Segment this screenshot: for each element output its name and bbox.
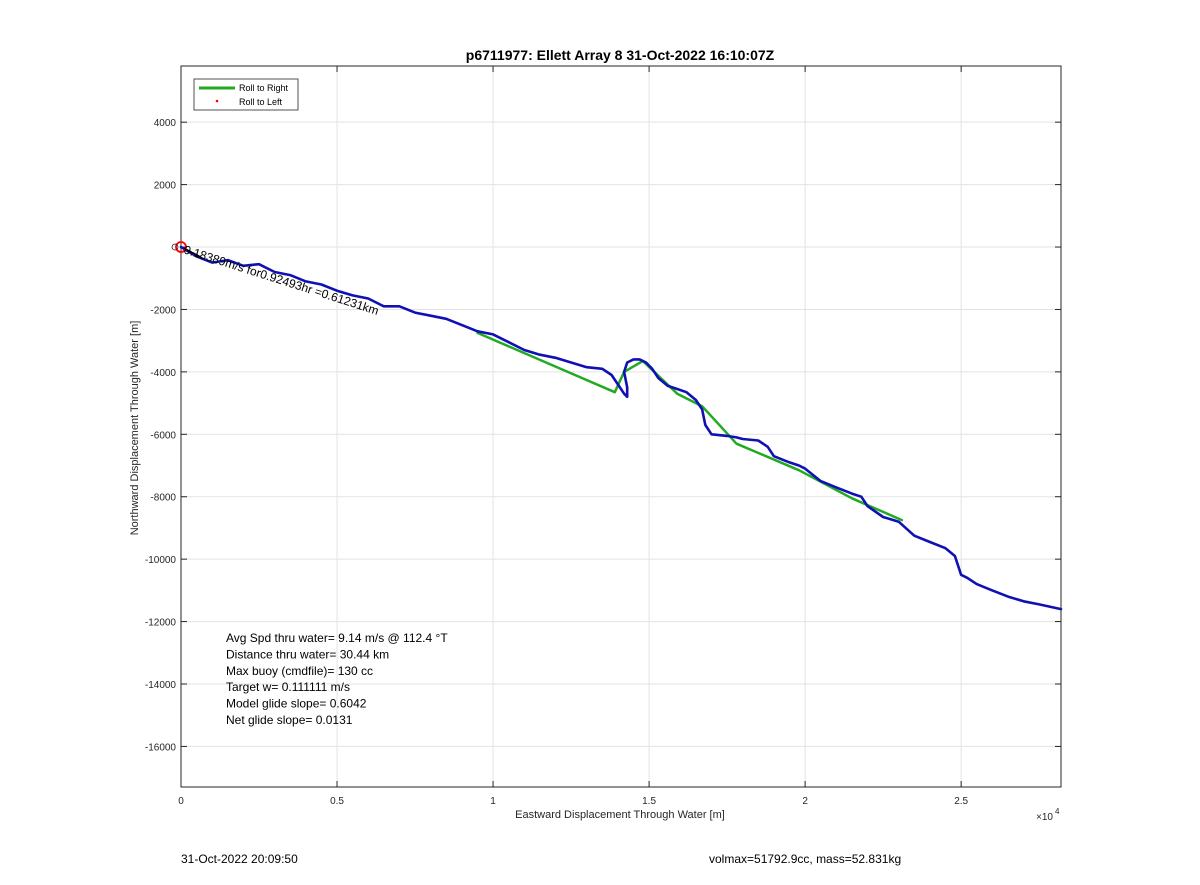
x-tick-label: 1 xyxy=(490,796,496,807)
series-track-line xyxy=(179,245,1063,611)
legend-label-roll-left: Roll to Left xyxy=(239,97,283,107)
stat-line: Model glide slope= 0.6042 xyxy=(226,697,367,711)
start-marker-ring xyxy=(171,243,179,251)
stat-line: Avg Spd thru water= 9.14 m/s @ 112.4 °T xyxy=(226,631,448,645)
y-tick-label: -2000 xyxy=(150,305,176,316)
y-tick-label: -6000 xyxy=(150,430,176,441)
y-tick-label: -8000 xyxy=(150,493,176,504)
y-tick-label: -16000 xyxy=(145,742,177,753)
y-tick-label: -12000 xyxy=(145,618,177,629)
tick-marks: 0 0.5 1 1.5 2 2.5 4000 2000 -2000 -4000 -6000 -8000… xyxy=(145,66,1061,807)
start-glyph-stroke xyxy=(195,253,203,259)
x-tick-label: 1.5 xyxy=(642,796,656,807)
stat-line: Max buoy (cmdfile)= 130 cc xyxy=(226,664,373,678)
footer-volmax-mass: volmax=51792.9cc, mass=52.831kg xyxy=(709,852,902,866)
start-markers xyxy=(171,241,203,259)
y-tick-label: -4000 xyxy=(150,368,176,379)
stat-line: Target w= 0.111111 m/s xyxy=(226,680,350,694)
legend-swatch-roll-left xyxy=(215,99,219,103)
legend-box xyxy=(193,78,299,111)
grid-lines xyxy=(180,66,1061,787)
x-tick-label: 2.5 xyxy=(954,796,968,807)
x-exponent-power: 4 xyxy=(1055,807,1060,816)
legend: Roll to Right Roll to Left xyxy=(193,78,299,111)
x-tick-label: 2 xyxy=(802,796,808,807)
x-tick-label: 0 xyxy=(178,796,184,807)
start-marker xyxy=(175,241,187,253)
x-axis-label: Eastward Displacement Through Water [m] xyxy=(515,809,725,821)
series-roll-right-line xyxy=(476,331,904,522)
y-tick-label: -14000 xyxy=(145,680,177,691)
stat-line: Distance thru water= 30.44 km xyxy=(226,647,389,661)
y-tick-label: 4000 xyxy=(154,118,177,129)
stat-line: Net glide slope= 0.0131 xyxy=(226,713,353,727)
stats-annotations: Avg Spd thru water= 9.14 m/s @ 112.4 °T D… xyxy=(226,631,448,727)
series-lines xyxy=(179,245,1063,611)
chart-title: p6711977: Ellett Array 8 31-Oct-2022 16:… xyxy=(466,47,775,63)
x-tick-label: 0.5 xyxy=(330,796,344,807)
footer-timestamp: 31-Oct-2022 20:09:50 xyxy=(181,852,298,866)
y-tick-label: 2000 xyxy=(154,181,177,192)
axes-box xyxy=(180,65,1062,788)
y-tick-label: -10000 xyxy=(145,555,177,566)
legend-label-roll-right: Roll to Right xyxy=(239,83,289,93)
y-axis-label: Northward Displacement Through Water [m] xyxy=(129,321,141,536)
segment-label: 0.18389m/s for0.92493hr =0.61231km xyxy=(182,243,380,318)
x-exponent-base: ×10 xyxy=(1036,812,1053,823)
